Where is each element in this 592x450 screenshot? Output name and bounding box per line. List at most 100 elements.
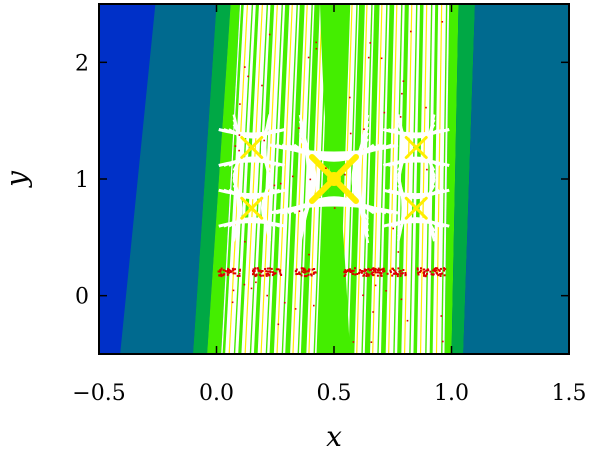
red-dot	[392, 267, 394, 270]
red-dot	[234, 268, 236, 271]
red-dot	[295, 268, 298, 271]
red-dot	[385, 290, 387, 292]
stripe	[388, 4, 398, 354]
stripe	[364, 4, 380, 354]
red-dot	[394, 270, 397, 273]
red-dot	[259, 270, 262, 272]
red-dot	[343, 275, 346, 277]
saddle-point	[218, 114, 286, 181]
red-dot	[266, 294, 268, 297]
red-dot	[313, 271, 315, 274]
saddle-arc	[382, 188, 450, 197]
red-dot	[308, 253, 310, 256]
red-dot	[393, 269, 395, 272]
red-dot	[222, 273, 225, 276]
saddle-arc	[397, 174, 404, 242]
red-dot	[367, 267, 370, 270]
red-dot	[299, 273, 301, 276]
red-dot	[417, 273, 420, 276]
saddle-point	[382, 114, 450, 181]
saddle-x	[240, 136, 264, 159]
red-dot	[309, 273, 312, 276]
saddle-core	[327, 172, 341, 186]
x-tick-label: −0.5	[72, 381, 125, 406]
red-dot	[349, 270, 352, 273]
red-dot	[367, 56, 370, 59]
red-dot	[362, 274, 365, 277]
red-dot	[371, 271, 374, 274]
red-dot	[243, 283, 246, 286]
red-dot	[397, 273, 400, 276]
red-dot	[442, 340, 444, 343]
red-dot	[232, 269, 235, 272]
red-dot	[443, 267, 445, 270]
red-dot	[372, 311, 374, 313]
saddle-x	[240, 196, 264, 220]
red-dot	[399, 116, 402, 118]
red-dot	[227, 269, 230, 272]
stripe	[413, 4, 424, 354]
stripe	[292, 4, 308, 354]
stripe	[249, 4, 269, 354]
red-dot	[238, 149, 240, 152]
red-dot	[433, 269, 436, 272]
red-dot	[443, 269, 445, 272]
saddle-arc	[218, 128, 286, 136]
region-right-band	[463, 4, 569, 354]
red-dot	[220, 273, 223, 276]
red-dot	[227, 267, 230, 270]
red-dot	[436, 267, 439, 270]
red-dot	[360, 270, 363, 272]
red-dot	[255, 274, 258, 277]
red-dot	[423, 268, 426, 271]
red-dot	[371, 267, 374, 270]
x-axis: −0.5 0.0 0.5 1.0 1.5	[72, 4, 587, 406]
saddle-arc	[269, 143, 399, 155]
red-dot	[219, 270, 222, 273]
red-dot	[267, 270, 270, 273]
red-dot	[310, 274, 313, 277]
red-dot	[362, 270, 365, 273]
red-dot	[416, 267, 419, 270]
red-dot	[258, 273, 261, 276]
red-dot	[345, 271, 348, 274]
red-dot	[376, 269, 379, 272]
stripe	[435, 4, 443, 354]
red-dot	[416, 268, 419, 271]
stripe	[361, 4, 373, 354]
red-dot	[265, 274, 268, 277]
red-dot	[307, 270, 310, 273]
red-dot	[420, 267, 422, 270]
red-dot	[389, 269, 392, 272]
red-dot	[279, 272, 282, 275]
red-dot	[244, 240, 246, 243]
stripe	[269, 4, 290, 354]
red-dot	[227, 270, 230, 273]
red-dot	[374, 269, 376, 272]
red-dot	[396, 275, 399, 278]
red-dot	[417, 271, 420, 274]
red-dot	[280, 182, 282, 185]
red-dot	[443, 274, 446, 277]
red-dot	[351, 272, 354, 275]
red-dot	[370, 272, 373, 275]
red-dot	[298, 210, 301, 212]
red-dot	[430, 273, 433, 276]
red-dot	[439, 275, 442, 277]
red-dot	[236, 274, 239, 277]
red-dot	[404, 272, 407, 274]
red-dot	[399, 269, 402, 272]
red-dot	[386, 272, 389, 275]
red-dot	[238, 273, 241, 275]
red-dot	[379, 271, 382, 274]
red-dot	[309, 178, 312, 181]
red-dot	[231, 301, 234, 304]
saddle-arc	[232, 114, 240, 181]
red-dot	[381, 268, 384, 271]
red-dot	[262, 274, 265, 277]
red-dot	[370, 269, 372, 271]
red-dot	[397, 251, 400, 253]
red-dot	[439, 273, 442, 276]
red-dot	[311, 268, 314, 271]
